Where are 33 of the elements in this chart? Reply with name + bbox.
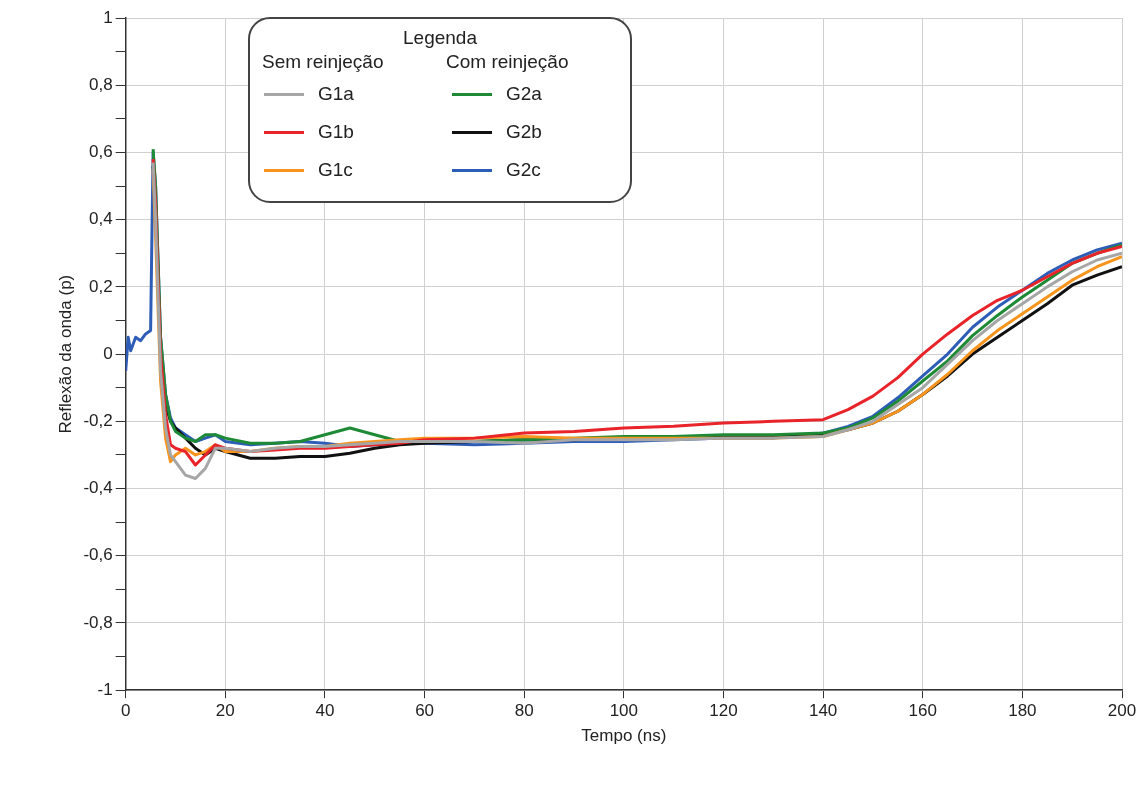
- x-tick-label: 80: [514, 701, 534, 721]
- x-tick-label: 100: [609, 701, 639, 721]
- x-tick-label: 40: [315, 701, 335, 721]
- x-tick-label: 0: [120, 701, 131, 721]
- legend-label: G1a: [318, 83, 354, 105]
- legend-title: Legenda: [402, 27, 478, 49]
- y-tick-label: 0,4: [89, 209, 113, 229]
- x-tick-label: 140: [808, 701, 838, 721]
- x-tick-label: 60: [415, 701, 435, 721]
- y-tick-label: 0: [103, 343, 113, 363]
- y-tick-label: -0,2: [83, 411, 113, 431]
- legend-label: G2a: [506, 83, 542, 105]
- legend-label: G2c: [506, 159, 541, 181]
- y-axis-title: Reflexão da onda (p): [55, 274, 75, 434]
- y-tick-label: -1: [97, 679, 113, 699]
- x-tick-label: 160: [908, 701, 937, 721]
- y-tick-label: 0,2: [89, 276, 113, 296]
- legend-label: G1b: [318, 121, 354, 143]
- y-tick-label: -0,6: [83, 545, 113, 565]
- y-tick-label: 1: [103, 7, 113, 27]
- y-tick-label: 0,8: [89, 74, 113, 94]
- annotation: Com reinjeção: [446, 50, 570, 74]
- x-tick-label: 180: [1008, 701, 1037, 721]
- x-tick-label: 120: [709, 701, 738, 721]
- legend-label: G1c: [318, 159, 353, 181]
- annotation: Sem reinjeção: [262, 50, 385, 74]
- x-tick-label: 200: [1107, 701, 1137, 721]
- legend-label: G2b: [506, 121, 542, 143]
- y-tick-label: 0,6: [89, 142, 113, 162]
- x-tick-label: 20: [215, 701, 235, 721]
- x-axis-title: Tempo (ns): [581, 726, 667, 746]
- y-tick-label: -0,4: [83, 478, 113, 498]
- y-tick-label: -0,8: [83, 612, 113, 632]
